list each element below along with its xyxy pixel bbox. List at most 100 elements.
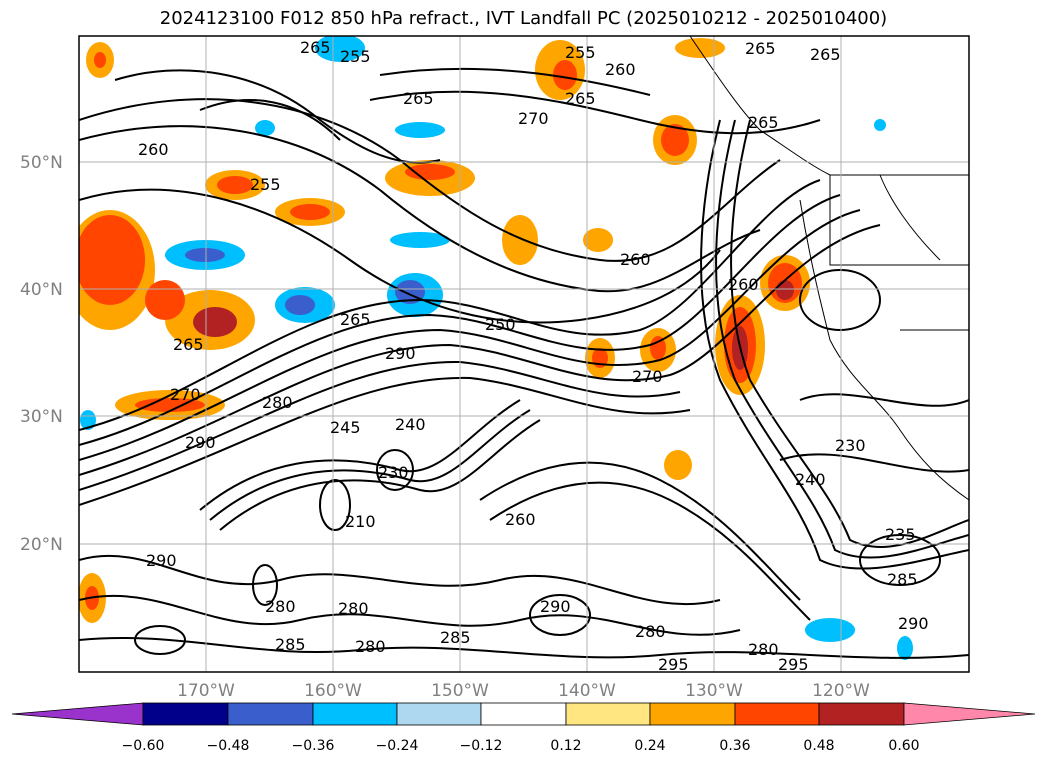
contour-loop — [319, 479, 351, 531]
contour-label: 265 — [810, 45, 841, 64]
lon-label: 120°W — [812, 681, 870, 701]
coastline — [799, 199, 969, 501]
contour-label: 240 — [395, 415, 426, 434]
contour-label: 285 — [887, 570, 918, 589]
shade-blob — [80, 410, 96, 430]
contour-label: 230 — [835, 436, 866, 455]
colorbar-tick-label: 0.36 — [719, 738, 750, 754]
shade-blob — [255, 120, 275, 136]
colorbar-tick-label: 0.24 — [634, 738, 665, 754]
contour-label: 260 — [620, 250, 651, 269]
contour-label: 260 — [138, 140, 169, 159]
shade-blob — [395, 122, 445, 138]
colorbar-tick-label: 0.12 — [550, 738, 581, 754]
contour-line — [79, 209, 861, 461]
colorbar-segment — [734, 702, 820, 726]
shade-blob — [675, 38, 725, 58]
contour-line — [199, 99, 341, 141]
lat-label: 40°N — [20, 280, 63, 300]
contour-line — [79, 637, 969, 659]
contour-line — [779, 453, 969, 473]
lat-axis: 50°N 40°N 30°N 20°N — [20, 153, 63, 555]
contour-label: 285 — [440, 628, 471, 647]
contour-line — [79, 594, 741, 636]
contour-label: 280 — [262, 393, 293, 412]
contour-label: 260 — [505, 510, 536, 529]
shade-blob — [502, 215, 538, 265]
lon-axis: 170°W 160°W 150°W 140°W 130°W 120°W — [177, 681, 870, 701]
border-line — [879, 174, 941, 261]
contour-label: 260 — [728, 275, 759, 294]
contour-label: 285 — [275, 635, 306, 654]
colorbar — [11, 702, 1036, 726]
contour-line — [199, 399, 521, 511]
shade-blob — [390, 232, 450, 248]
contour-label: 245 — [330, 418, 361, 437]
shade-blob — [553, 60, 577, 90]
contour-label: 265 — [173, 335, 204, 354]
contour-loop — [134, 625, 186, 655]
contour-line — [715, 119, 969, 559]
contour-labels: 265 255 265 260 265 265 255 270 265 260 … — [138, 38, 929, 674]
contour-label: 250 — [485, 315, 516, 334]
contour-label: 265 — [748, 113, 779, 132]
shade-blob — [193, 307, 237, 337]
contour-label: 240 — [795, 470, 826, 489]
colorbar-segment — [480, 702, 567, 726]
shade-blob — [583, 228, 613, 252]
contour-line — [219, 419, 541, 531]
contour-line — [79, 554, 721, 606]
contour-label: 290 — [385, 344, 416, 363]
contour-label: 255 — [565, 43, 596, 62]
colorbar-tick-label: −0.36 — [292, 738, 335, 754]
shade-blob — [805, 618, 855, 642]
colorbar-segment — [565, 702, 651, 726]
contour-label: 255 — [250, 175, 281, 194]
colorbar-segment — [227, 702, 314, 726]
shade-blob — [874, 119, 886, 131]
colorbar-tick-label: 0.48 — [803, 738, 834, 754]
colorbar-tick-label: 0.60 — [888, 738, 919, 754]
contour-label: 265 — [300, 38, 331, 57]
shade-blob — [405, 164, 455, 180]
contour-label: 295 — [658, 655, 689, 674]
contour-label: 265 — [565, 89, 596, 108]
shade-blob — [315, 36, 365, 62]
contour-label: 270 — [518, 109, 549, 128]
shade-blob — [650, 336, 666, 360]
contour-label: 270 — [632, 367, 663, 386]
contour-label: 280 — [635, 622, 666, 641]
colorbar-segment — [818, 702, 905, 726]
lon-label: 150°W — [431, 681, 489, 701]
shade-blob — [776, 280, 794, 300]
colorbar-tick-label: −0.24 — [376, 738, 419, 754]
shade-blob — [290, 204, 330, 220]
contour-label: 255 — [340, 47, 371, 66]
contour-line — [79, 125, 761, 293]
contour-line — [114, 69, 441, 164]
contour-line — [79, 194, 841, 446]
contour-label: 280 — [265, 597, 296, 616]
contour-line — [799, 393, 969, 407]
contour-layer — [79, 67, 969, 659]
lon-label: 160°W — [304, 681, 362, 701]
contour-label: 290 — [540, 597, 571, 616]
contour-loop — [252, 564, 278, 606]
shade-blob — [145, 280, 185, 320]
contour-label: 265 — [403, 89, 434, 108]
contour-label: 290 — [185, 433, 216, 452]
contour-label: 260 — [605, 60, 636, 79]
contour-label: 265 — [745, 39, 776, 58]
contour-label: 210 — [345, 512, 376, 531]
contour-line — [730, 119, 969, 548]
map-panel — [79, 36, 969, 672]
gridlines — [79, 36, 969, 672]
lon-label: 170°W — [177, 681, 235, 701]
shade-blob — [661, 124, 689, 156]
contour-label: 280 — [748, 640, 779, 659]
contour-label: 290 — [898, 614, 929, 633]
contour-line — [79, 224, 881, 476]
colorbar-tick-label: −0.48 — [207, 738, 250, 754]
contour-loop — [859, 534, 941, 586]
